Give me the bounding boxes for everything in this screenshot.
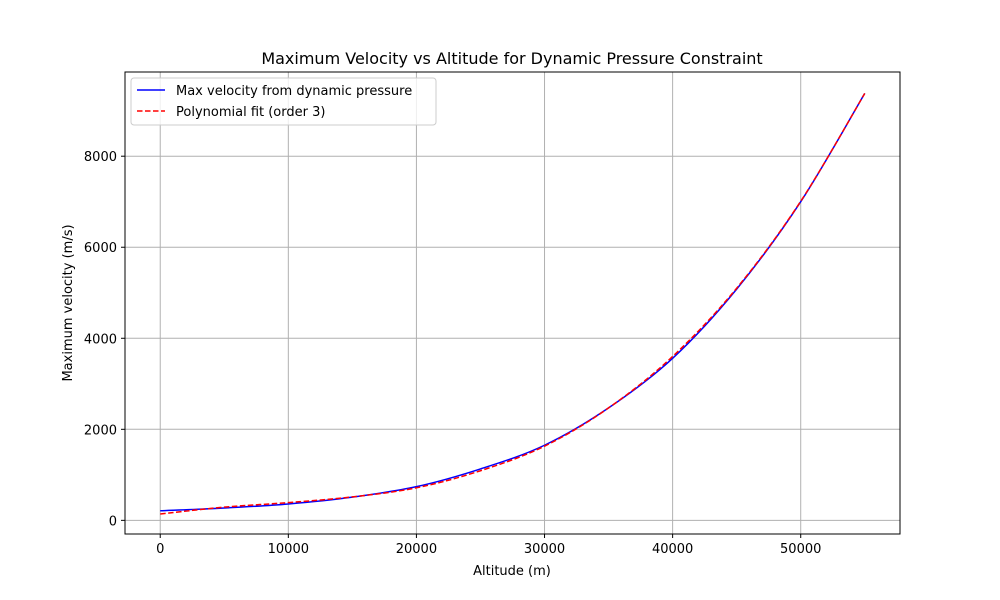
x-axis-label: Altitude (m) <box>473 564 551 579</box>
series-line-max-velocity <box>160 93 866 512</box>
grid <box>125 72 900 534</box>
plot-area <box>124 71 901 535</box>
x-tick-label: 10000 <box>268 542 309 557</box>
x-tick-label: 50000 <box>780 542 821 557</box>
series-layer <box>160 93 866 515</box>
y-tick-label: 6000 <box>84 241 117 256</box>
legend-label-max-velocity: Max velocity from dynamic pressure <box>176 84 412 99</box>
x-tick-label: 0 <box>156 542 164 557</box>
chart-title: Maximum Velocity vs Altitude for Dynamic… <box>261 49 762 68</box>
y-tick-label: 4000 <box>84 332 117 347</box>
legend-label-polynomial-fit: Polynomial fit (order 3) <box>176 105 325 120</box>
legend-box <box>130 77 437 126</box>
y-tick-label: 2000 <box>84 423 117 438</box>
series-line-polynomial-fit <box>160 93 866 515</box>
x-tick-label: 20000 <box>396 542 437 557</box>
x-tick-label: 40000 <box>652 542 693 557</box>
y-axis-label: Maximum velocity (m/s) <box>61 224 76 381</box>
x-tick-label: 30000 <box>524 542 565 557</box>
legend: Max velocity from dynamic pressure Polyn… <box>130 77 437 126</box>
y-tick-label: 0 <box>109 514 117 529</box>
y-tick-label: 8000 <box>84 150 117 165</box>
ticks: 0 10000 20000 30000 40000 50000 0 2000 4000 6000 8… <box>84 150 821 557</box>
